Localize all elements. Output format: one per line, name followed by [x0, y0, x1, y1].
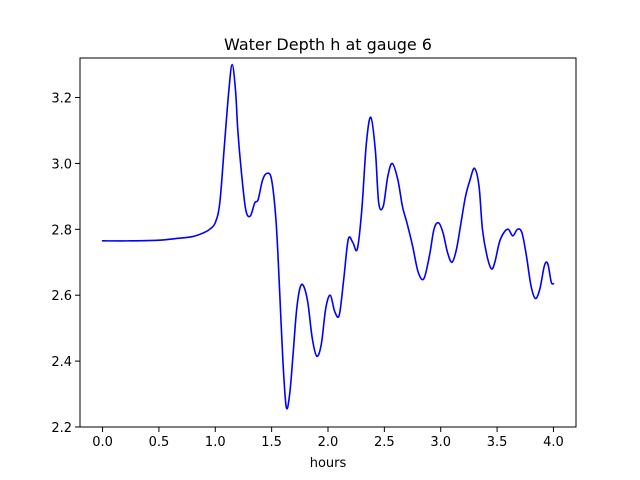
- x-axis-label: hours: [310, 456, 347, 471]
- series-line: [101, 63, 555, 410]
- x-axis: 0.0 0.5 1.0 1.5 2.0 2.5 3.0 3.5 4.0: [92, 427, 564, 450]
- plot-area-background: [80, 58, 576, 427]
- y-tick-label: 2.4: [51, 355, 72, 370]
- y-tick-label: 3.2: [51, 92, 72, 107]
- y-axis: 2.2 2.4 2.6 2.8 3.0 3.2: [51, 92, 80, 436]
- x-tick-label: 4.0: [543, 435, 564, 450]
- y-tick-label: 3.0: [51, 157, 72, 172]
- x-tick-label: 3.5: [487, 435, 508, 450]
- x-tick-label: 3.0: [430, 435, 451, 450]
- y-tick-label: 2.6: [51, 289, 72, 304]
- x-tick-label: 1.5: [261, 435, 282, 450]
- x-tick-label: 0.0: [92, 435, 113, 450]
- x-tick-label: 2.0: [318, 435, 339, 450]
- x-tick-label: 0.5: [149, 435, 170, 450]
- chart-title: Water Depth h at gauge 6: [224, 35, 432, 54]
- x-tick-label: 2.5: [374, 435, 395, 450]
- series-layer: [101, 63, 555, 410]
- x-tick-label: 1.0: [205, 435, 226, 450]
- y-tick-label: 2.8: [51, 223, 72, 238]
- y-tick-label: 2.2: [51, 421, 72, 436]
